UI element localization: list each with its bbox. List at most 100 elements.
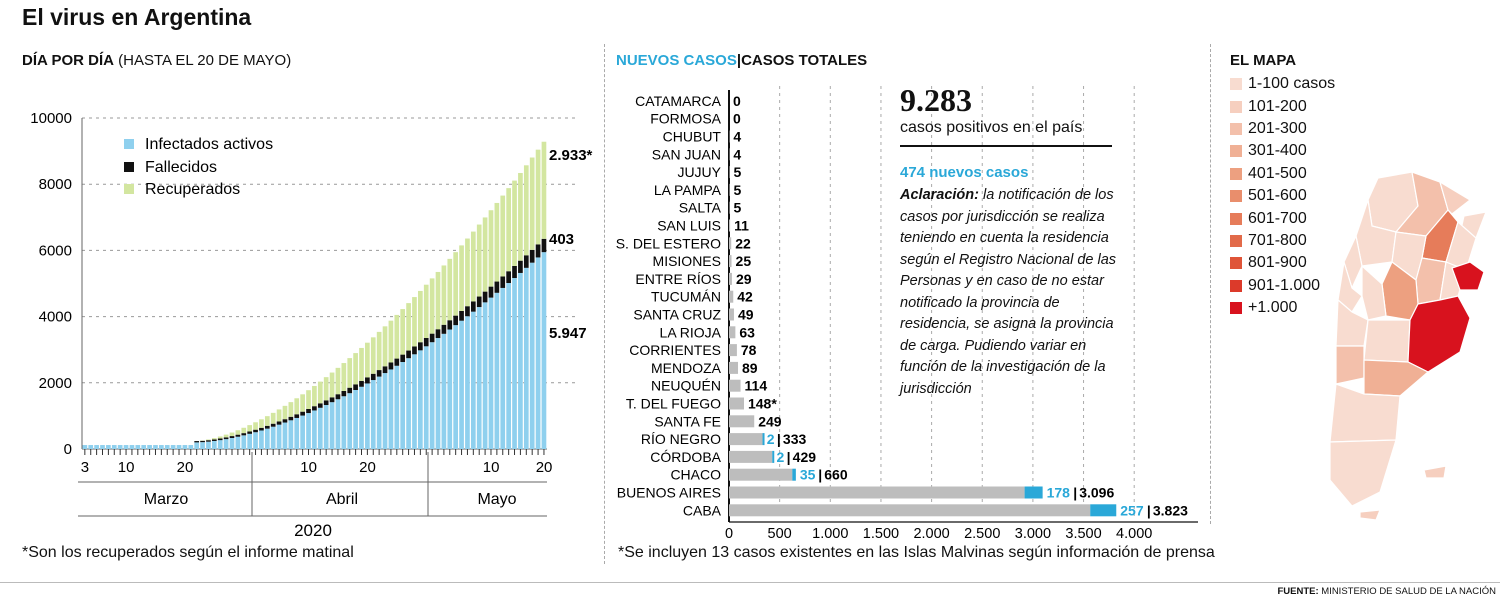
bar-active (123, 445, 129, 449)
bar-total (729, 361, 739, 374)
mid-footnote: *Se incluyen 13 casos existentes en las … (618, 544, 1215, 561)
map-legend-label: 601-700 (1248, 209, 1307, 227)
bar-recovered (270, 412, 276, 424)
map-legend-swatch (1230, 302, 1242, 315)
x-tick-label: 20 (536, 459, 553, 476)
bar-deaths (394, 358, 400, 366)
x-tick-label: 2.500 (964, 526, 1000, 542)
new-cases-value: 35 (800, 467, 816, 483)
bar-deaths (453, 315, 459, 326)
bar-active (135, 445, 141, 449)
bar-total (729, 237, 732, 250)
bar-total (729, 397, 744, 410)
bar-recovered (241, 427, 247, 434)
bar-recovered (518, 172, 523, 261)
bar-recovered (247, 425, 252, 432)
total-cases-value: 3.096 (1079, 485, 1114, 501)
bar-total (729, 201, 730, 214)
map-region-caba (1451, 261, 1485, 291)
bar-recovered (418, 290, 423, 343)
bar-recovered (541, 141, 547, 239)
bar-active (329, 402, 335, 449)
bar-active (376, 376, 382, 449)
y-tick-label: 8000 (39, 176, 72, 193)
bar-recovered (347, 358, 353, 388)
map-legend-swatch (1230, 279, 1242, 292)
total-cases-value: 22 (735, 235, 751, 251)
bar-active (235, 436, 241, 449)
map-legend-swatch (1230, 145, 1242, 158)
bar-total (729, 308, 734, 321)
bar-recovered (317, 381, 323, 404)
month-label: Marzo (144, 491, 189, 508)
bar-active (217, 440, 223, 449)
bar-deaths (282, 419, 288, 423)
bar-active (488, 297, 494, 449)
value-separator: | (1073, 485, 1077, 501)
bar-recovered (306, 390, 311, 409)
total-cases-value: 29 (736, 271, 752, 287)
y-tick-label: 4000 (39, 309, 72, 326)
bar-recovered (329, 372, 335, 398)
bar-deaths (376, 370, 382, 377)
bar-deaths (535, 244, 541, 258)
bar-active (223, 439, 229, 449)
total-cases-value: 4 (733, 129, 741, 145)
map-region-santa-cruz (1329, 439, 1397, 507)
bar-deaths (470, 301, 476, 312)
bar-recovered (264, 416, 270, 426)
x-tick-label: 20 (177, 459, 194, 476)
bar-deaths (418, 342, 423, 351)
bar-active (353, 390, 358, 449)
province-label: T. DEL FUEGO (626, 396, 721, 412)
bar-active (394, 365, 400, 449)
map-legend-label: 901-1.000 (1248, 276, 1321, 294)
map-region-tierra-del-fuego (1359, 509, 1381, 521)
bar-recovered (441, 265, 447, 325)
value-separator: | (787, 449, 791, 465)
bar-deaths (223, 437, 229, 440)
bar-deaths (241, 433, 247, 436)
bar-active (264, 428, 270, 449)
province-label: CHACO (670, 467, 721, 483)
province-label: TUCUMÁN (651, 289, 721, 305)
bar-total (729, 219, 731, 232)
map-legend-item: 901-1.000 (1230, 275, 1335, 297)
bar-deaths (406, 350, 411, 359)
bar-active (117, 445, 123, 449)
x-tick-label: 10 (118, 459, 135, 476)
total-cases-value: 42 (737, 289, 753, 305)
total-cases-value: 333 (783, 431, 807, 447)
bar-recovered (476, 224, 482, 297)
map-legend-label: +1.000 (1248, 299, 1298, 317)
bar-active (206, 441, 211, 449)
bar-deaths (523, 255, 529, 268)
bar-recovered (523, 165, 529, 256)
x-tick-label: 3.000 (1015, 526, 1051, 542)
legend-label: Fallecidos (145, 159, 217, 176)
bar-recovered (459, 245, 464, 311)
bar-active (406, 358, 411, 449)
bar-recovered (376, 331, 382, 371)
bar-active (494, 292, 500, 449)
map-region-mendoza (1335, 298, 1369, 347)
bar-deaths (382, 366, 388, 374)
bar-deaths (429, 333, 435, 343)
map-legend-label: 401-500 (1248, 164, 1307, 182)
bar-deaths (200, 440, 205, 443)
map-legend-swatch (1230, 234, 1242, 247)
bar-recovered (300, 394, 305, 412)
bar-recovered (535, 149, 541, 245)
bar-deaths (211, 439, 217, 441)
map-region-san-luis (1361, 264, 1387, 321)
bottom-rule (0, 582, 1500, 583)
new-cases-value: 257 (1120, 502, 1144, 518)
bar-new (772, 450, 775, 463)
bar-deaths (465, 306, 470, 317)
bar-recovered (412, 297, 417, 347)
map-legend-swatch (1230, 190, 1242, 203)
province-label: RÍO NEGRO (641, 431, 721, 447)
map-legend-item: 601-700 (1230, 207, 1335, 229)
bar-active (453, 325, 459, 449)
bar-active (194, 442, 200, 449)
